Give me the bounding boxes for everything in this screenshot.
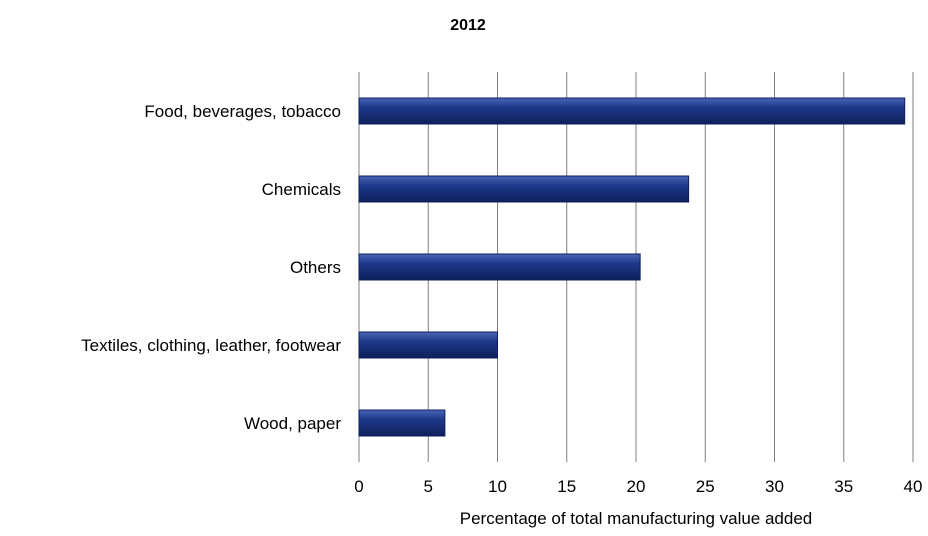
bar xyxy=(358,331,498,359)
chart-title: 2012 xyxy=(450,17,486,34)
bar xyxy=(358,97,906,125)
x-axis-title: Percentage of total manufacturing value … xyxy=(460,509,813,528)
x-tick-label: 20 xyxy=(627,477,646,496)
category-label: Chemicals xyxy=(262,180,341,199)
category-label: Food, beverages, tobacco xyxy=(144,102,341,121)
x-tick-label: 10 xyxy=(488,477,507,496)
x-tick-label: 40 xyxy=(904,477,923,496)
category-labels: Food, beverages, tobacco Chemicals Others T… xyxy=(81,102,341,433)
bar xyxy=(358,253,641,281)
bar xyxy=(358,409,446,437)
bars xyxy=(358,97,906,437)
category-label: Wood, paper xyxy=(244,414,341,433)
x-tick-label: 0 xyxy=(354,477,363,496)
x-tick-label: 35 xyxy=(834,477,853,496)
bar xyxy=(358,175,690,203)
x-tick-label: 25 xyxy=(696,477,715,496)
x-tick-label: 5 xyxy=(424,477,433,496)
category-label: Others xyxy=(290,258,341,277)
category-label: Textiles, clothing, leather, footwear xyxy=(81,336,341,355)
tick-labels: 0 5 10 15 20 25 30 35 40 xyxy=(354,477,922,496)
x-tick-label: 15 xyxy=(557,477,576,496)
x-tick-label: 30 xyxy=(765,477,784,496)
